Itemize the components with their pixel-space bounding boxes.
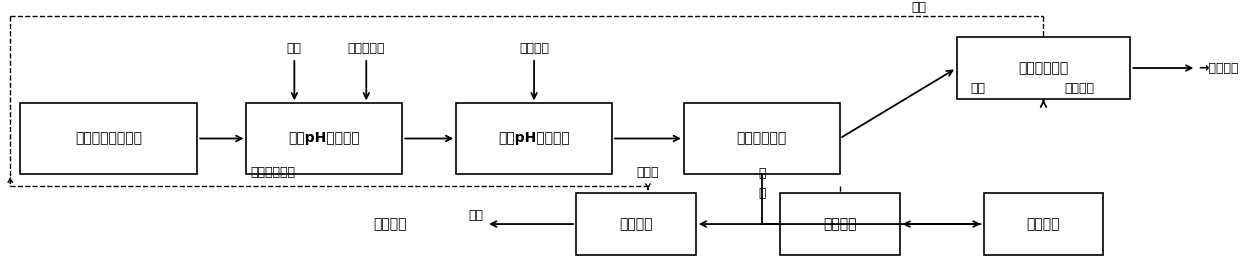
Text: 硫酸: 硫酸 bbox=[286, 42, 301, 55]
Text: 板框压滤系统: 板框压滤系统 bbox=[1018, 61, 1069, 75]
Text: 水: 水 bbox=[758, 187, 765, 200]
FancyBboxPatch shape bbox=[247, 103, 402, 174]
FancyBboxPatch shape bbox=[684, 103, 839, 174]
Text: 砂滤系统: 砂滤系统 bbox=[823, 217, 857, 231]
Text: 反洗水: 反洗水 bbox=[636, 166, 660, 179]
Text: 达标排放: 达标排放 bbox=[373, 217, 407, 231]
FancyBboxPatch shape bbox=[577, 193, 696, 255]
FancyBboxPatch shape bbox=[983, 193, 1104, 255]
Text: 浓液、反洗水: 浓液、反洗水 bbox=[250, 166, 295, 179]
Text: 含铬废水收集系统: 含铬废水收集系统 bbox=[76, 131, 143, 145]
Text: 暂存系统: 暂存系统 bbox=[1027, 217, 1060, 231]
Text: 氢氧化钠: 氢氧化钠 bbox=[520, 42, 549, 55]
FancyBboxPatch shape bbox=[20, 103, 197, 174]
Text: →污泥委外: →污泥委外 bbox=[1199, 61, 1239, 74]
FancyBboxPatch shape bbox=[456, 103, 613, 174]
Text: 滤液: 滤液 bbox=[911, 1, 926, 14]
Text: 沉淀污泥: 沉淀污泥 bbox=[1064, 82, 1095, 95]
Text: 第一pH调节系统: 第一pH调节系统 bbox=[289, 131, 360, 145]
FancyBboxPatch shape bbox=[956, 37, 1131, 99]
Text: 浅层气浮系统: 浅层气浮系统 bbox=[737, 131, 787, 145]
Text: 清液: 清液 bbox=[469, 209, 484, 222]
Text: 浮渣: 浮渣 bbox=[970, 82, 985, 95]
Text: 第二pH调节系统: 第二pH调节系统 bbox=[498, 131, 570, 145]
Text: 焦亚硫酸钠: 焦亚硫酸钠 bbox=[347, 42, 384, 55]
Text: 出: 出 bbox=[758, 167, 765, 180]
Text: 超滤系统: 超滤系统 bbox=[619, 217, 652, 231]
FancyBboxPatch shape bbox=[780, 193, 900, 255]
